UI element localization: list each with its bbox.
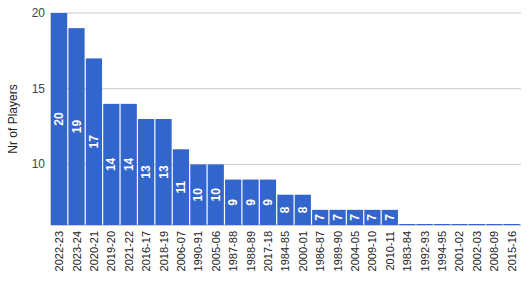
- y-tick-label: 15: [32, 82, 46, 96]
- x-tick-label: 2008-09: [488, 231, 500, 271]
- bar: [190, 164, 206, 225]
- x-tick-label: 2010-11: [384, 231, 396, 271]
- data-label: 9: [261, 199, 275, 206]
- bar: [504, 224, 520, 225]
- data-label: 7: [348, 214, 362, 221]
- bar: [469, 224, 485, 225]
- bar: [330, 210, 346, 225]
- bar: [51, 13, 67, 225]
- x-tick-label: 2016-17: [140, 231, 152, 271]
- bar: [277, 195, 293, 225]
- bar: [173, 149, 189, 225]
- data-label: 7: [313, 214, 327, 221]
- x-tick-label: 2019-20: [105, 231, 117, 271]
- bar: [242, 180, 258, 225]
- data-labels: 201917141413131110109998877777: [52, 112, 397, 221]
- data-label: 11: [174, 180, 188, 193]
- data-label: 14: [122, 157, 136, 171]
- bar: [121, 104, 137, 225]
- bar: [155, 119, 171, 225]
- x-tick-label: 2005-06: [210, 231, 222, 271]
- bar: [364, 210, 380, 225]
- bar: [451, 224, 467, 225]
- bar: [295, 195, 311, 225]
- bar: [68, 28, 84, 225]
- data-label: 10: [191, 188, 205, 202]
- x-tick-label: 2022-23: [53, 231, 65, 271]
- bar: [347, 210, 363, 225]
- x-tick-label: 1994-95: [436, 231, 448, 271]
- bar: [86, 58, 102, 225]
- chart-container: 101520Nr of Players201917141413131110109…: [0, 0, 530, 303]
- data-label: 7: [331, 214, 345, 221]
- x-tick-label: 1992-93: [419, 231, 431, 271]
- data-label: 20: [52, 112, 66, 126]
- bar: [382, 210, 398, 225]
- bar: [486, 224, 502, 225]
- bar: [260, 180, 276, 225]
- data-label: 7: [383, 214, 397, 221]
- bar: [103, 104, 119, 225]
- data-label: 14: [104, 157, 118, 171]
- bar: [417, 224, 433, 225]
- x-tick-label: 1983-84: [401, 231, 413, 271]
- bar: [208, 164, 224, 225]
- grid-line: [51, 13, 521, 14]
- bar: [312, 210, 328, 225]
- x-tick-label: 2023-24: [71, 231, 83, 271]
- bars: [51, 13, 520, 225]
- x-tick-label: 1990-91: [192, 231, 204, 271]
- data-label: 13: [139, 165, 153, 179]
- x-tick-label: 2015-16: [506, 231, 518, 271]
- bar: [225, 180, 241, 225]
- x-tick-label: 1986-87: [314, 231, 326, 271]
- x-tick-label: 1987-88: [227, 231, 239, 271]
- y-axis-title: Nr of Players: [6, 84, 20, 153]
- x-tick-label: 2004-05: [349, 231, 361, 271]
- x-tick-label: 2018-19: [158, 231, 170, 271]
- data-label: 8: [278, 206, 292, 213]
- grid-line: [51, 88, 521, 89]
- x-tick-label: 2001-02: [453, 231, 465, 271]
- data-label: 9: [244, 199, 258, 206]
- bar: [138, 119, 154, 225]
- y-tick-label: 20: [32, 6, 46, 20]
- y-tick-label: 10: [32, 157, 46, 171]
- x-tick-label: 2009-10: [366, 231, 378, 271]
- data-label: 10: [209, 188, 223, 202]
- x-tick-label: 1989-90: [332, 231, 344, 271]
- x-tick-label: 2021-22: [123, 231, 135, 271]
- data-label: 13: [157, 165, 171, 179]
- x-tick-label: 1984-85: [279, 231, 291, 271]
- chart: 101520Nr of Players201917141413131110109…: [0, 0, 530, 303]
- x-tick-label: 2000-01: [297, 231, 309, 271]
- data-label: 8: [296, 206, 310, 213]
- x-tick-label: 1988-89: [245, 231, 257, 271]
- data-label: 17: [87, 135, 101, 149]
- data-label: 19: [70, 120, 84, 134]
- bar: [399, 224, 415, 225]
- data-label: 9: [226, 199, 240, 206]
- x-tick-label: 2020-21: [88, 231, 100, 271]
- data-label: 7: [365, 214, 379, 221]
- x-tick-label: 2017-18: [262, 231, 274, 271]
- bar: [434, 224, 450, 225]
- x-tick-label: 2002-03: [471, 231, 483, 271]
- x-tick-label: 2006-07: [175, 231, 187, 271]
